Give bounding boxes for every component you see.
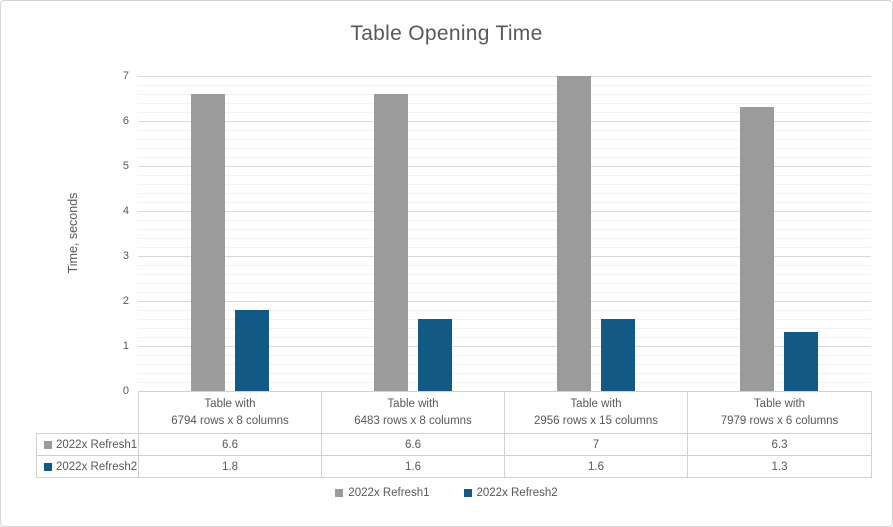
- y-tick-1: 1: [122, 340, 129, 352]
- bar-2022x-refresh2-cat3: [601, 319, 635, 391]
- y-tick-0: 0: [122, 385, 129, 397]
- series-label-refresh2: 2022x Refresh2: [36, 455, 139, 478]
- category-header-4: Table with 7979 rows x 6 columns: [687, 391, 872, 434]
- category-header-line2: 2956 rows x 15 columns: [533, 414, 658, 427]
- table-value: 1.6: [321, 455, 505, 478]
- y-tick-5: 5: [122, 160, 129, 172]
- category-header-line1: Table with: [204, 397, 256, 410]
- table-value: 1.3: [687, 455, 872, 478]
- legend-label-refresh1: 2022x Refresh1: [348, 487, 430, 499]
- legend-key1-icon: [335, 489, 344, 497]
- category-header-line1: Table with: [387, 397, 439, 410]
- y-tick-6: 6: [122, 115, 129, 127]
- table-corner-cell: [37, 392, 139, 434]
- bar-2022x-refresh1-cat1: [191, 94, 225, 391]
- y-tick-4: 4: [122, 205, 129, 217]
- series2-name: 2022x Refresh2: [56, 460, 138, 473]
- y-tick-3: 3: [122, 250, 129, 262]
- series1-key-icon: [44, 440, 52, 449]
- bar-2022x-refresh1-cat4: [740, 107, 774, 391]
- series2-key-icon: [44, 462, 52, 471]
- table-value: 6.6: [138, 433, 322, 456]
- category-header-line2: 7979 rows x 6 columns: [720, 414, 839, 427]
- table-value: 1.8: [138, 455, 322, 478]
- y-axis: 0 1 2 3 4 5 6 7: [96, 1, 129, 526]
- y-tick-7: 7: [122, 70, 129, 82]
- legend: 2022x Refresh1 2022x Refresh2: [1, 487, 892, 499]
- bar-2022x-refresh2-cat1: [235, 310, 269, 391]
- legend-label-refresh2: 2022x Refresh2: [476, 487, 558, 499]
- table-header-row: Table with 6794 rows x 8 columns Table w…: [37, 391, 872, 434]
- table-value: 7: [504, 433, 688, 456]
- table-value: 1.6: [504, 455, 688, 478]
- plot-area: [138, 76, 871, 391]
- series1-name: 2022x Refresh1: [56, 438, 138, 451]
- bar-2022x-refresh2-cat2: [418, 319, 452, 391]
- category-header-line1: Table with: [753, 397, 806, 410]
- bar-2022x-refresh2-cat4: [784, 332, 818, 391]
- bar-2022x-refresh1-cat2: [374, 94, 408, 391]
- legend-item-refresh2: 2022x Refresh2: [463, 487, 558, 499]
- data-table: Table with 6794 rows x 8 columns Table w…: [36, 391, 872, 478]
- category-header-1: Table with 6794 rows x 8 columns: [138, 391, 322, 434]
- y-tick-2: 2: [122, 295, 129, 307]
- legend-item-refresh1: 2022x Refresh1: [335, 487, 430, 499]
- table-value: 6.6: [321, 433, 505, 456]
- legend-key2-icon: [463, 489, 472, 497]
- category-header-line1: Table with: [570, 397, 622, 410]
- category-header-3: Table with 2956 rows x 15 columns: [504, 391, 688, 434]
- table-row-refresh1: 2022x Refresh1 6.6 6.6 7 6.3: [36, 433, 872, 456]
- chart-title: Table Opening Time: [350, 22, 543, 45]
- bar-2022x-refresh1-cat3: [557, 76, 591, 391]
- table-value: 6.3: [687, 433, 872, 456]
- table-row-refresh2: 2022x Refresh2 1.8 1.6 1.6 1.3: [36, 455, 872, 478]
- category-header-line2: 6483 rows x 8 columns: [354, 414, 472, 427]
- series-label-refresh1: 2022x Refresh1: [36, 433, 139, 456]
- category-header-line2: 6794 rows x 8 columns: [171, 414, 289, 427]
- category-header-2: Table with 6483 rows x 8 columns: [321, 391, 505, 434]
- y-axis-title: Time, seconds: [66, 192, 80, 274]
